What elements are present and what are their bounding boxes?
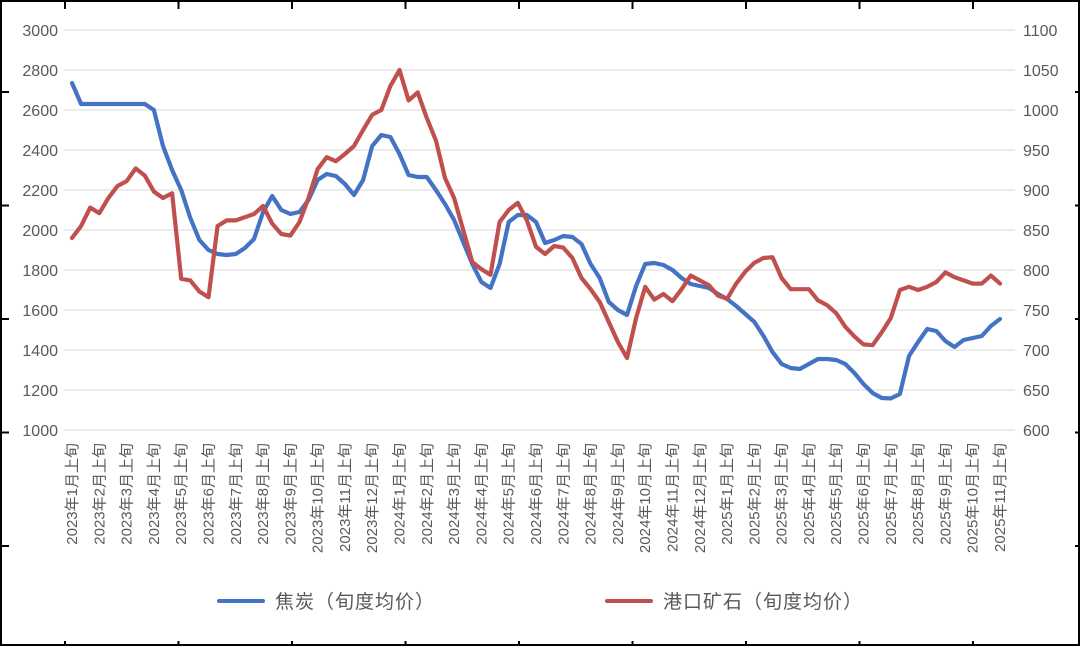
x-axis-month-label: 2023年3月上旬 [119,443,136,545]
x-axis-month-label: 2023年4月上旬 [146,443,163,545]
y-axis-right-tick-label: 950 [1023,143,1050,160]
x-axis-month-label: 2025年7月上旬 [883,443,900,545]
x-axis-month-label: 2024年7月上旬 [555,443,572,545]
x-axis-month-label: 2025年8月上旬 [910,443,927,545]
y-axis-right-tick-label: 1000 [1023,103,1059,120]
x-axis-month-label: 2023年8月上旬 [255,443,272,545]
x-axis-labels: 2023年1月上旬 2023年2月上旬 2023年3月上旬 2023年4月上旬 2023… [64,443,1009,553]
x-axis-month-label: 2025年6月上旬 [856,443,873,545]
legend-item-ore: 港口矿石（旬度均价） [605,587,863,614]
x-axis-month-label: 2024年4月上旬 [473,443,490,545]
x-axis-month-label: 2023年6月上旬 [200,443,217,545]
legend-ore-label: 港口矿石（旬度均价） [663,592,864,613]
y-axis-left-labels: 3000 2800 2600 2400 2200 2000 1800 1600 1400 1200… [22,23,58,440]
x-axis-month-label: 2024年3月上旬 [446,443,463,545]
x-axis-month-label: 2025年11月上旬 [992,443,1009,552]
y-axis-left-tick-label: 1400 [22,343,58,360]
x-axis-month-label: 2025年4月上旬 [801,443,818,545]
y-axis-right-tick-label: 600 [1023,423,1050,440]
x-axis-month-label: 2025年10月上旬 [965,443,982,553]
y-axis-right-tick-label: 850 [1023,223,1050,240]
x-axis-month-label: 2024年6月上旬 [528,443,545,545]
x-axis-month-label: 2024年5月上旬 [501,443,518,545]
y-axis-left-tick-label: 1600 [22,303,58,320]
legend-ore-swatch [605,598,653,603]
x-axis-month-label: 2024年11月上旬 [664,443,681,552]
y-axis-right-tick-label: 1100 [1023,23,1058,40]
y-axis-right-tick-label: 900 [1023,183,1050,200]
y-axis-left-tick-label: 1800 [22,263,58,280]
legend-coke-label: 焦炭（旬度均价） [274,592,435,613]
x-axis-month-label: 2025年2月上旬 [746,443,763,545]
x-axis-month-label: 2024年12月上旬 [692,443,709,553]
y-axis-left-tick-label: 2600 [22,103,58,120]
x-axis-month-label: 2025年9月上旬 [937,443,954,545]
x-axis-month-label: 2024年8月上旬 [583,443,600,545]
x-axis-month-label: 2024年10月上旬 [637,443,654,553]
x-axis-month-label: 2023年2月上旬 [91,443,108,545]
y-axis-left-tick-label: 2400 [22,143,58,160]
y-axis-right-tick-label: 650 [1023,383,1050,400]
y-axis-right-labels: 1100 1050 1000 950 900 850 800 750 700 650 600 [1023,23,1059,440]
legend-coke-swatch [216,598,265,603]
x-axis-month-label: 2023年12月上旬 [364,443,381,553]
y-axis-right-tick-label: 800 [1023,263,1050,280]
y-axis-right-tick-label: 750 [1023,303,1050,320]
x-axis-month-label: 2024年1月上旬 [392,443,409,545]
chart-legend: 焦炭（旬度均价） 港口矿石（旬度均价） [2,587,1078,614]
x-axis-month-label: 2024年2月上旬 [419,443,436,545]
x-axis-month-label: 2025年5月上旬 [828,443,845,545]
x-axis-month-label: 2023年5月上旬 [173,443,190,545]
x-axis-month-label: 2025年3月上旬 [774,443,791,545]
y-axis-left-tick-label: 2800 [22,63,58,80]
legend-item-coke: 焦炭（旬度均价） [216,587,435,614]
x-axis-month-label: 2023年7月上旬 [228,443,245,545]
y-axis-left-tick-label: 1200 [22,383,58,400]
x-axis-month-label: 2023年9月上旬 [282,443,299,545]
y-axis-right-tick-label: 700 [1023,343,1050,360]
y-axis-left-tick-label: 1000 [22,423,58,440]
x-axis-month-label: 2023年10月上旬 [310,443,327,553]
y-axis-left-tick-label: 2200 [22,183,58,200]
y-axis-left-tick-label: 2000 [22,223,58,240]
x-axis-month-label: 2023年1月上旬 [64,443,81,545]
x-axis-month-label: 2023年11月上旬 [337,443,354,552]
ore-series-line [69,67,1003,361]
x-axis-month-label: 2024年9月上旬 [610,443,627,545]
y-axis-right-tick-label: 1050 [1023,63,1059,80]
x-axis-month-label: 2025年1月上旬 [719,443,736,545]
coke-series-line [69,80,1003,401]
y-axis-left-tick-label: 3000 [22,23,58,40]
